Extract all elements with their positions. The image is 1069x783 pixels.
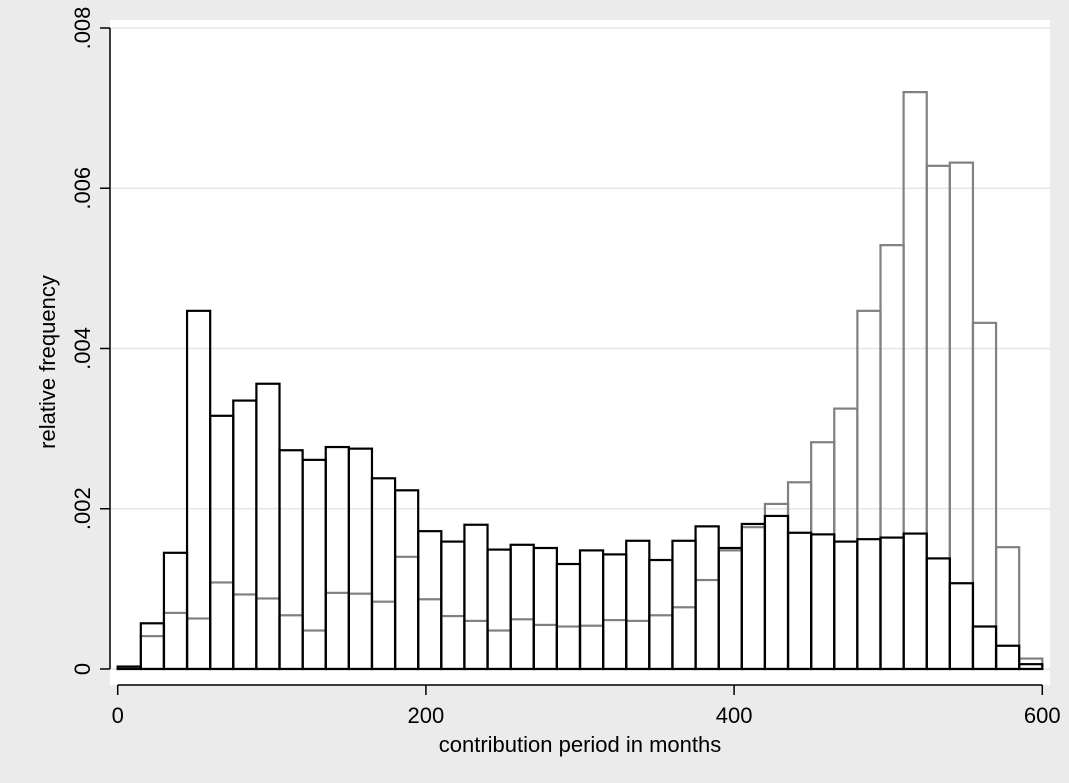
y-tick-label-3: .006 bbox=[70, 167, 95, 210]
tick-labels: 0 .002 .004 .006 .008 0 200 400 600 bbox=[70, 7, 1061, 728]
series-black-bars bbox=[116, 309, 1044, 671]
bar-black-38 bbox=[994, 644, 1021, 671]
x-axis-title: contribution period in months bbox=[439, 732, 722, 757]
y-tick-label-0: 0 bbox=[70, 663, 95, 675]
x-tick-label-2: 400 bbox=[716, 703, 753, 728]
axes bbox=[100, 27, 1044, 695]
bar-black-39 bbox=[1018, 663, 1044, 671]
y-axis-title: relative frequency bbox=[35, 275, 60, 449]
y-tick-label-4: .008 bbox=[70, 7, 95, 50]
x-tick-label-0: 0 bbox=[112, 703, 124, 728]
y-tick-label-1: .002 bbox=[70, 487, 95, 530]
x-tick-label-1: 200 bbox=[408, 703, 445, 728]
x-tick-label-3: 600 bbox=[1024, 703, 1061, 728]
y-tick-label-2: .004 bbox=[70, 327, 95, 370]
